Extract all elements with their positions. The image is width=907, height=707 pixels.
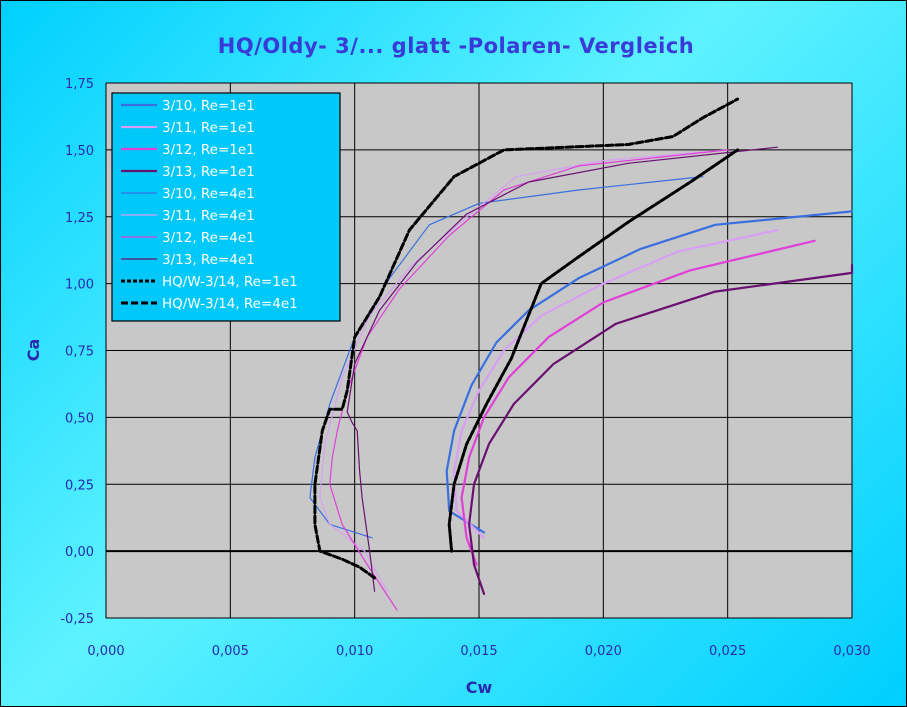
legend-label-4: 3/13, Re=1e1 [162, 164, 255, 180]
series-lines [309, 97, 854, 611]
series-line-2 [453, 229, 779, 539]
legend-label-6: 3/11, Re=4e1 [162, 208, 255, 224]
legend-label-10: HQ/W-3/14, Re=4e1 [162, 296, 298, 312]
legend-label-3: 3/12, Re=1e1 [162, 142, 255, 158]
y-tick-label: -0,25 [60, 612, 94, 627]
y-tick-label: 1,25 [65, 211, 94, 226]
x-tick-label: 0,030 [833, 644, 870, 659]
y-tick-label: 1,00 [65, 278, 94, 293]
legend-label-1: 3/10, Re=1e1 [162, 98, 255, 114]
series-line-9 [447, 148, 740, 553]
y-tick-label: 0,75 [65, 345, 94, 360]
y-tick-label: 1,50 [65, 144, 94, 159]
tick-labels: 0,000 0,005 0,010 0,015 0,020 0,025 0,030 -0,25… [60, 77, 870, 659]
series-line-3 [460, 239, 816, 566]
legend-label-5: 3/10, Re=4e1 [162, 186, 255, 202]
y-tick-label: 0,25 [65, 478, 94, 493]
legend-label-7: 3/12, Re=4e1 [162, 230, 255, 246]
series-line-6 [319, 149, 729, 592]
x-tick-label: 0,010 [336, 644, 373, 659]
y-tick-label: 0,50 [65, 411, 94, 426]
series-line-8 [346, 146, 778, 592]
legend: 3/10, Re=1e1 3/11, Re=1e1 3/12, Re=1e1 3/13… [111, 92, 341, 322]
series-line-10 [313, 97, 740, 580]
series-line-1 [445, 210, 854, 534]
legend-box [111, 92, 341, 322]
x-tick-label: 0,005 [212, 644, 249, 659]
legend-label-8: 3/13, Re=4e1 [162, 252, 255, 268]
y-tick-label: 0,00 [65, 545, 94, 560]
series-line-4 [468, 263, 854, 595]
chart-title: HQ/Oldy- 3/... glatt -Polaren- Vergleich [218, 34, 694, 58]
x-axis-label: Cw [466, 678, 493, 697]
legend-label-2: 3/11, Re=1e1 [162, 120, 255, 136]
legend-label-9: HQ/W-3/14, Re=1e1 [162, 274, 298, 290]
x-tick-label: 0,025 [709, 644, 746, 659]
y-tick-label: 1,75 [65, 77, 94, 92]
y-axis-label: Ca [24, 339, 43, 362]
x-tick-label: 0,015 [460, 644, 497, 659]
x-tick-label: 0,020 [585, 644, 622, 659]
x-tick-label: 0,000 [87, 644, 124, 659]
